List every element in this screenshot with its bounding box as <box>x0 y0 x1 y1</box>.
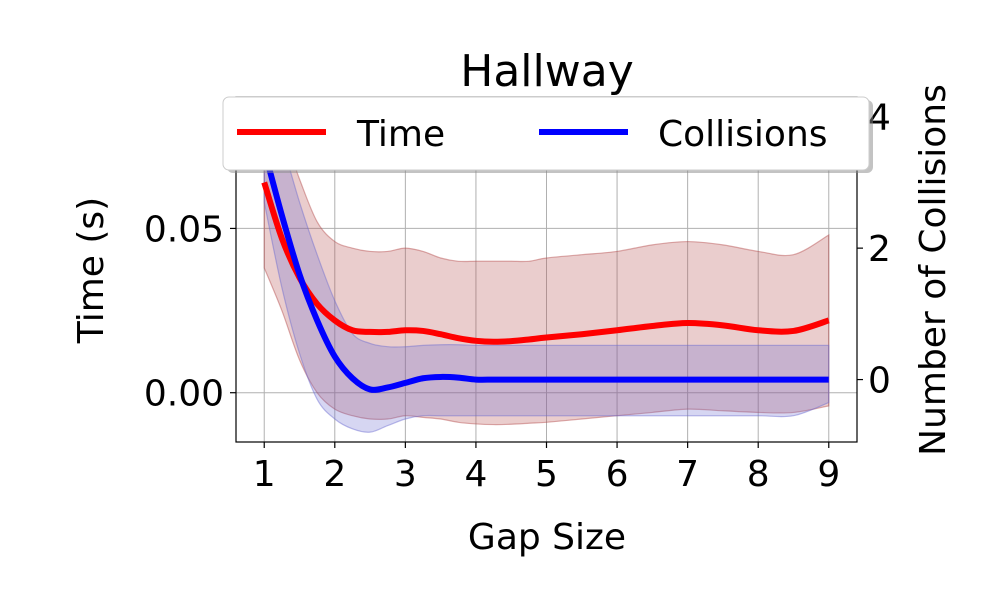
y-right-tick-label: 2 <box>868 229 891 270</box>
x-tick-label: 6 <box>606 454 629 495</box>
y-right-tick-label: 4 <box>868 98 891 139</box>
x-tick-label: 3 <box>394 454 417 495</box>
x-tick-label: 5 <box>535 454 558 495</box>
x-tick-label: 8 <box>747 454 770 495</box>
x-axis-ticks: 1 2 3 4 5 6 7 8 9 <box>253 442 840 495</box>
y-right-tick-label: 0 <box>868 361 891 402</box>
line-time <box>261 181 830 345</box>
x-tick-label: 2 <box>323 454 346 495</box>
x-tick-label: 1 <box>253 454 276 495</box>
x-tick-label: 4 <box>464 454 487 495</box>
confidence-bands <box>263 97 830 433</box>
y-left-tick-label: 0.00 <box>144 374 224 415</box>
y-right-axis-ticks: 0 2 4 <box>857 98 891 402</box>
x-tick-label: 7 <box>676 454 699 495</box>
legend-label-collisions: Collisions <box>658 114 828 155</box>
legend: Time Collisions <box>222 96 873 173</box>
x-tick-label: 9 <box>817 454 840 495</box>
y-left-axis-label: Time (s) <box>71 197 112 344</box>
y-right-axis-label: Number of Collisions <box>913 84 954 456</box>
legend-label-time: Time <box>356 114 445 155</box>
series-lines <box>261 148 830 393</box>
band-time <box>263 97 830 426</box>
line-collisions <box>261 148 829 393</box>
chart-title: Hallway <box>460 46 634 97</box>
y-left-tick-label: 0.05 <box>144 209 224 250</box>
band-collisions <box>263 97 830 433</box>
x-axis-label: Gap Size <box>468 517 626 558</box>
y-left-axis-ticks: 0.00 0.05 <box>144 209 236 415</box>
